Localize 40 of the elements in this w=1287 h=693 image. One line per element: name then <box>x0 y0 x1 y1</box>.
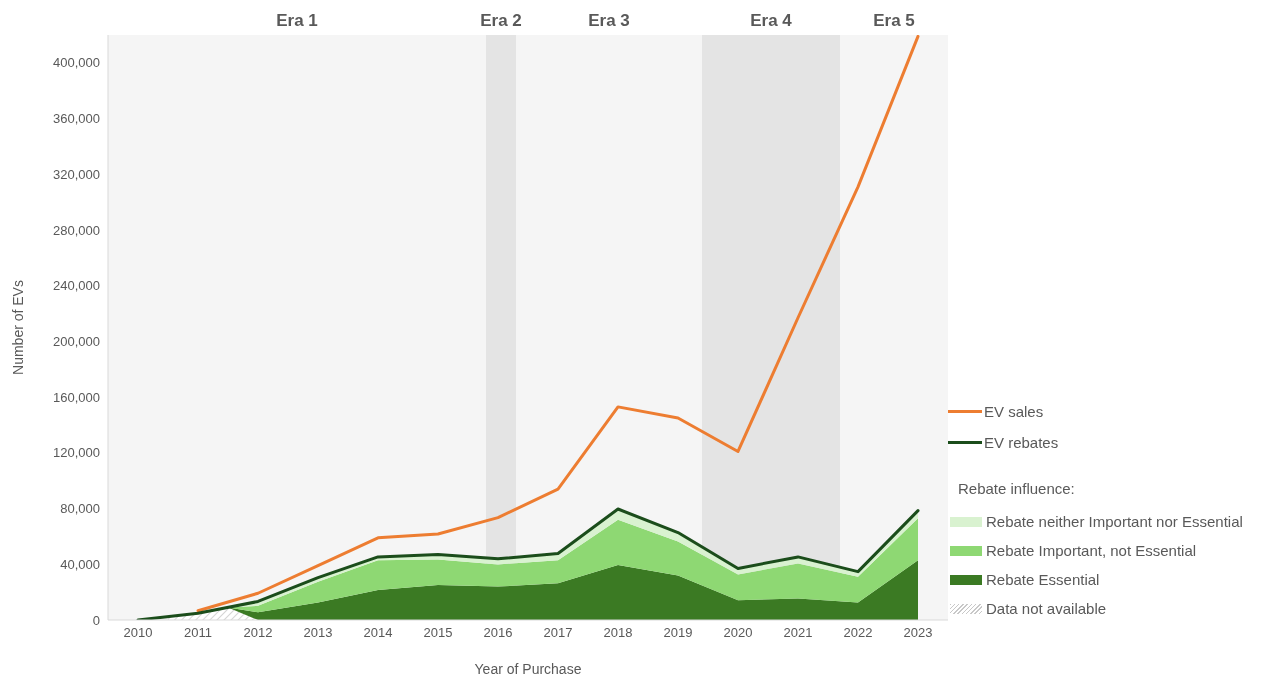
y-tick-label: 40,000 <box>60 556 100 572</box>
legend-label: EV sales <box>984 403 1044 420</box>
line-series <box>196 35 920 613</box>
y-tick-label: 280,000 <box>53 222 100 238</box>
x-tick-label: 2014 <box>363 625 393 641</box>
legend-label: Data not available <box>986 600 1107 617</box>
x-tick-label: 2010 <box>123 625 153 641</box>
x-tick-label: 2017 <box>543 625 573 641</box>
legend-label: Rebate Essential <box>986 571 1100 588</box>
band-label: Era 5 <box>873 11 915 30</box>
x-tick-label: 2020 <box>723 625 753 641</box>
x-tick-label: 2012 <box>243 625 273 641</box>
x-tick-label: 2019 <box>663 625 693 641</box>
legend-label: Rebate Important, not Essential <box>986 542 1197 559</box>
x-tick-label: 2015 <box>423 625 453 641</box>
band-label: Era 3 <box>588 11 630 30</box>
x-tick-label: 2011 <box>184 625 212 641</box>
y-tick-label: 240,000 <box>53 278 100 294</box>
x-tick-label: 2016 <box>483 625 513 641</box>
x-tick-label: 2022 <box>843 625 873 641</box>
legend-label: Rebate neither Important nor Essential <box>986 513 1243 530</box>
x-axis-title: Year of Purchase <box>474 661 582 677</box>
y-tick-label: 400,000 <box>53 55 100 71</box>
y-axis-title: Number of EVs <box>9 280 26 375</box>
band-label: Era 4 <box>750 11 793 30</box>
x-tick-label: 2013 <box>303 625 333 641</box>
y-tick-label: 120,000 <box>53 445 100 461</box>
x-tick-label: 2023 <box>903 625 933 641</box>
y-tick-label: 320,000 <box>53 166 100 182</box>
band-label: Era 1 <box>276 11 318 30</box>
y-tick-label: 200,000 <box>53 334 100 350</box>
legend-title: Rebate influence: <box>958 480 1076 497</box>
x-tick-label: 2018 <box>603 625 633 641</box>
x-tick-label: 2021 <box>783 625 813 641</box>
y-tick-label: 360,000 <box>53 111 100 127</box>
legend-label: EV rebates <box>984 434 1059 451</box>
y-tick-label: 80,000 <box>60 501 100 517</box>
y-tick-label: 160,000 <box>53 389 100 405</box>
band-label: Era 2 <box>480 11 522 30</box>
y-tick-label: 0 <box>92 612 100 628</box>
